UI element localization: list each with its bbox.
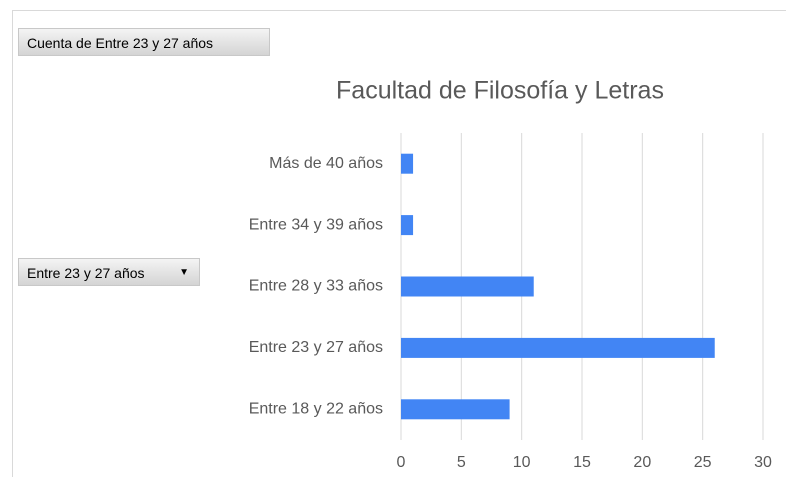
- bar: [401, 276, 534, 297]
- axis-field-button[interactable]: Entre 23 y 27 años ▼: [18, 258, 200, 286]
- x-tick-label: 20: [633, 454, 651, 471]
- bar: [401, 399, 510, 420]
- bar: [401, 153, 414, 174]
- y-tick-label: Entre 34 y 39 años: [249, 216, 383, 233]
- y-tick-label: Entre 18 y 22 años: [249, 401, 383, 418]
- x-tick-label: 0: [397, 454, 406, 471]
- value-field-button[interactable]: Cuenta de Entre 23 y 27 años: [18, 28, 270, 56]
- dropdown-arrow[interactable]: ▼: [179, 267, 189, 278]
- x-tick-label: 5: [457, 454, 466, 471]
- x-tick-label: 30: [754, 454, 772, 471]
- axis-field-label: Entre 23 y 27 años: [27, 265, 145, 281]
- bar: [401, 215, 414, 236]
- chart-title: Facultad de Filosofía y Letras: [336, 77, 664, 105]
- y-tick-label: Entre 23 y 27 años: [249, 339, 383, 356]
- y-tick-label: Más de 40 años: [269, 155, 383, 172]
- x-tick-label: 10: [513, 454, 531, 471]
- x-tick-label: 15: [573, 454, 591, 471]
- bar: [401, 337, 715, 358]
- y-tick-label: Entre 28 y 33 años: [249, 278, 383, 295]
- x-tick-label: 25: [694, 454, 712, 471]
